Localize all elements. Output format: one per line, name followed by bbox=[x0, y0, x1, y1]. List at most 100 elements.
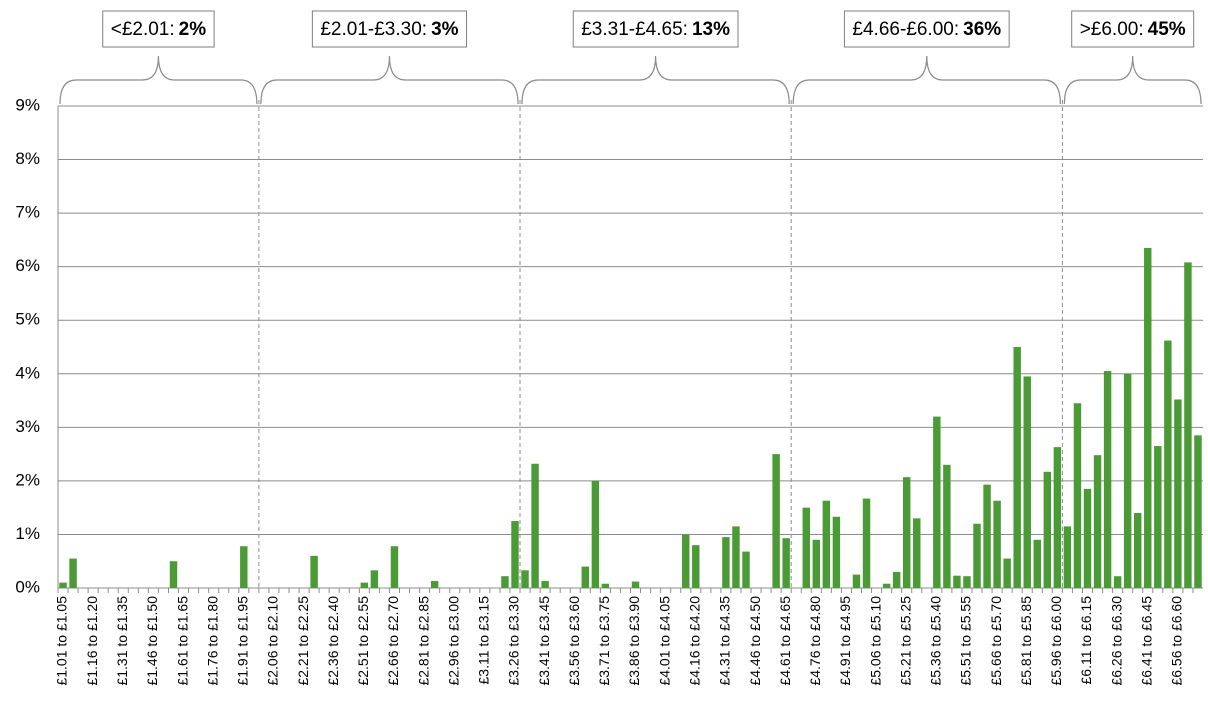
x-tick-label: £5.21 to £5.25 bbox=[897, 596, 913, 686]
group-label: <£2.01: 2% bbox=[111, 19, 206, 40]
group-box bbox=[1071, 10, 1195, 48]
x-tick-label: £1.61 to £1.65 bbox=[174, 596, 190, 686]
x-tick-label: £5.36 to £5.40 bbox=[928, 596, 944, 686]
group-label: £3.31-£4.65: 13% bbox=[581, 19, 730, 40]
bar bbox=[1113, 576, 1122, 588]
x-tick-label: £2.36 to £2.40 bbox=[325, 596, 341, 686]
bar bbox=[631, 581, 640, 588]
x-tick-label: £2.06 to £2.10 bbox=[265, 596, 281, 686]
y-tick-label: 3% bbox=[15, 417, 40, 436]
bar bbox=[521, 570, 529, 588]
x-tick-label: £2.21 to £2.25 bbox=[295, 596, 311, 686]
x-tick-label: £1.01 to £1.05 bbox=[54, 596, 70, 686]
bar bbox=[1013, 347, 1021, 588]
bar bbox=[511, 521, 519, 588]
x-tick-label: £4.46 to £4.50 bbox=[747, 596, 763, 686]
bar bbox=[722, 537, 730, 588]
group-name: >£6.00: bbox=[1080, 19, 1144, 40]
bar bbox=[1154, 446, 1162, 588]
bar bbox=[1164, 340, 1172, 588]
bar bbox=[802, 507, 810, 588]
bar bbox=[430, 581, 439, 588]
x-tick-label: £2.96 to £3.00 bbox=[445, 596, 461, 686]
bar bbox=[541, 581, 549, 588]
group-box bbox=[843, 10, 1010, 48]
bar bbox=[812, 539, 821, 588]
group-brace bbox=[521, 55, 790, 105]
bar bbox=[852, 574, 861, 588]
y-tick-label: 1% bbox=[15, 524, 40, 543]
group-share: 3% bbox=[431, 19, 459, 40]
x-tick-label: £5.66 to £5.70 bbox=[988, 596, 1004, 686]
x-tick-label: £4.91 to £4.95 bbox=[837, 596, 853, 686]
bar bbox=[943, 464, 951, 588]
x-tick-label: £5.51 to £5.55 bbox=[958, 596, 974, 686]
x-tick-label: £2.81 to £2.85 bbox=[415, 596, 431, 686]
x-tick-label: £1.91 to £1.95 bbox=[235, 596, 251, 686]
group-name: £3.31-£4.65: bbox=[581, 19, 688, 40]
bar bbox=[69, 558, 77, 588]
y-tick-label: 6% bbox=[15, 256, 40, 275]
bar bbox=[742, 551, 750, 588]
bar bbox=[1194, 435, 1202, 588]
group-name: <£2.01: bbox=[111, 19, 175, 40]
bar bbox=[832, 516, 841, 588]
bar bbox=[390, 546, 399, 588]
bar bbox=[732, 526, 740, 588]
x-tick-label: £4.16 to £4.20 bbox=[686, 596, 702, 686]
group-box bbox=[102, 10, 215, 48]
y-tick-label: 7% bbox=[15, 203, 40, 222]
x-tick-label: £6.11 to £6.15 bbox=[1078, 596, 1094, 685]
bar bbox=[892, 571, 901, 588]
bar bbox=[1103, 371, 1112, 588]
bar bbox=[682, 534, 690, 588]
y-tick-label: 2% bbox=[15, 470, 40, 489]
y-tick-label: 8% bbox=[15, 149, 40, 168]
bar bbox=[531, 463, 539, 588]
group-box bbox=[311, 10, 468, 48]
x-tick-label: £4.01 to £4.05 bbox=[656, 596, 672, 686]
x-tick-label: £1.76 to £1.80 bbox=[204, 596, 220, 686]
bar bbox=[501, 576, 509, 588]
bar bbox=[692, 545, 700, 588]
bar bbox=[1053, 447, 1062, 588]
bar bbox=[1123, 373, 1132, 588]
bar bbox=[993, 500, 1001, 588]
x-tick-label: £3.26 to £3.30 bbox=[506, 596, 522, 686]
group-brace bbox=[59, 55, 258, 105]
bar bbox=[913, 518, 921, 588]
bar bbox=[581, 566, 590, 588]
bar bbox=[963, 576, 971, 588]
group-brace bbox=[260, 55, 519, 105]
x-tick-label: £1.16 to £1.20 bbox=[84, 596, 100, 686]
x-tick-label: £2.51 to £2.55 bbox=[355, 596, 371, 686]
bar bbox=[1083, 488, 1092, 588]
x-tick-label: £3.86 to £3.90 bbox=[626, 596, 642, 686]
group-share: 13% bbox=[692, 19, 730, 40]
bar bbox=[822, 500, 831, 588]
bar bbox=[933, 416, 941, 588]
x-tick-label: £3.56 to £3.60 bbox=[566, 596, 582, 686]
bar bbox=[973, 523, 981, 588]
x-tick-label: £2.66 to £2.70 bbox=[385, 596, 401, 686]
group-share: 36% bbox=[963, 19, 1001, 40]
x-tick-label: £3.71 to £3.75 bbox=[596, 596, 612, 686]
x-tick-label: £5.96 to £6.00 bbox=[1048, 596, 1064, 686]
group-brace bbox=[1063, 55, 1202, 105]
x-tick-label: £3.41 to £3.45 bbox=[536, 596, 552, 686]
bar bbox=[1133, 513, 1142, 588]
x-tick-label: £6.41 to £6.45 bbox=[1138, 596, 1154, 686]
group-label: £4.66-£6.00: 36% bbox=[852, 19, 1001, 40]
group-brace bbox=[792, 55, 1061, 105]
group-share: 2% bbox=[179, 19, 207, 40]
bar bbox=[310, 555, 318, 588]
group-box bbox=[572, 10, 739, 48]
y-tick-label: 9% bbox=[15, 95, 40, 114]
y-tick-label: 5% bbox=[15, 310, 40, 329]
x-tick-label: £6.56 to £6.60 bbox=[1169, 596, 1185, 686]
bar bbox=[1003, 558, 1011, 588]
bar bbox=[902, 477, 911, 588]
x-tick-label: £3.11 to £3.15 bbox=[476, 596, 492, 685]
bar bbox=[772, 454, 780, 588]
